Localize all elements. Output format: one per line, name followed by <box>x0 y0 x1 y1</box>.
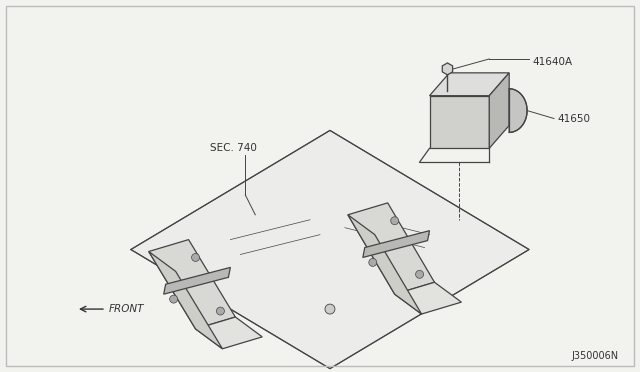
Polygon shape <box>395 282 461 314</box>
Polygon shape <box>148 251 223 349</box>
Text: J350006N: J350006N <box>572 351 619 361</box>
Polygon shape <box>363 231 429 257</box>
Polygon shape <box>429 96 489 148</box>
Circle shape <box>369 259 377 266</box>
Text: FRONT: FRONT <box>109 304 145 314</box>
Polygon shape <box>442 63 452 75</box>
Polygon shape <box>489 73 509 148</box>
Polygon shape <box>509 89 527 132</box>
Circle shape <box>216 307 225 315</box>
Circle shape <box>415 270 424 278</box>
Text: 41650: 41650 <box>557 113 590 124</box>
Polygon shape <box>148 240 236 329</box>
Polygon shape <box>196 317 262 349</box>
Polygon shape <box>348 203 435 294</box>
Polygon shape <box>348 215 422 314</box>
Circle shape <box>191 253 200 262</box>
Text: SEC. 740: SEC. 740 <box>211 143 257 153</box>
Polygon shape <box>429 73 509 96</box>
Circle shape <box>325 304 335 314</box>
Circle shape <box>390 217 399 225</box>
Polygon shape <box>131 131 529 369</box>
Polygon shape <box>164 267 230 294</box>
Text: 41640A: 41640A <box>532 57 572 67</box>
Circle shape <box>170 295 178 303</box>
